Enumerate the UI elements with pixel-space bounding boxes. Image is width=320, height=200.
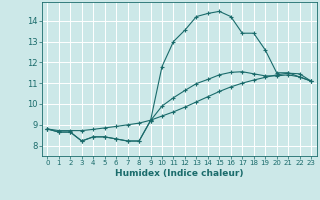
X-axis label: Humidex (Indice chaleur): Humidex (Indice chaleur)	[115, 169, 244, 178]
